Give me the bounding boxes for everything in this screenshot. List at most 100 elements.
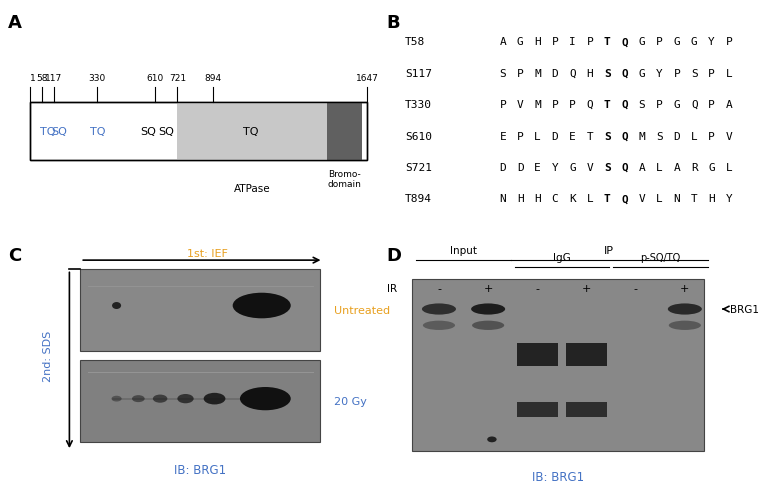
Ellipse shape xyxy=(472,321,504,330)
Text: 721: 721 xyxy=(169,74,186,83)
Text: G: G xyxy=(517,37,523,47)
Text: Q: Q xyxy=(621,69,628,78)
Text: K: K xyxy=(569,194,576,204)
Text: L: L xyxy=(534,131,541,141)
Text: M: M xyxy=(534,100,541,110)
Ellipse shape xyxy=(423,321,455,330)
Bar xyxy=(30,103,367,161)
Text: G: G xyxy=(691,37,698,47)
Text: T: T xyxy=(604,194,611,204)
Ellipse shape xyxy=(178,394,194,404)
Text: L: L xyxy=(726,163,733,173)
Text: G: G xyxy=(569,163,576,173)
Text: P: P xyxy=(673,69,680,78)
Text: Q: Q xyxy=(621,37,628,47)
Text: V: V xyxy=(517,100,523,110)
Text: SQ: SQ xyxy=(158,127,174,137)
Text: H: H xyxy=(517,194,523,204)
Text: ATPase: ATPase xyxy=(234,183,270,193)
Text: 58: 58 xyxy=(36,74,47,83)
Text: L: L xyxy=(656,194,663,204)
Text: -: - xyxy=(535,284,540,293)
Text: C: C xyxy=(552,194,558,204)
Text: IB: BRG1: IB: BRG1 xyxy=(174,463,226,476)
Text: V: V xyxy=(587,163,593,173)
Text: H: H xyxy=(534,37,541,47)
Text: +: + xyxy=(483,284,493,293)
Text: 1647: 1647 xyxy=(356,74,378,83)
Text: G: G xyxy=(638,69,645,78)
Text: Q: Q xyxy=(587,100,593,110)
Text: A: A xyxy=(8,14,22,32)
Text: S: S xyxy=(638,100,645,110)
Text: T: T xyxy=(587,131,593,141)
Text: T: T xyxy=(604,100,611,110)
Text: A: A xyxy=(726,100,733,110)
Text: Input: Input xyxy=(450,246,477,256)
Text: +: + xyxy=(680,284,689,293)
Ellipse shape xyxy=(471,304,505,315)
Text: SQ: SQ xyxy=(52,127,67,137)
Text: P: P xyxy=(708,131,715,141)
Text: T330: T330 xyxy=(405,100,432,110)
Text: N: N xyxy=(673,194,680,204)
Text: p-SQ/TQ: p-SQ/TQ xyxy=(640,253,680,263)
Ellipse shape xyxy=(668,304,702,315)
Text: +: + xyxy=(582,284,591,293)
Bar xyxy=(516,402,558,417)
Text: D: D xyxy=(673,131,680,141)
Bar xyxy=(30,103,367,161)
Ellipse shape xyxy=(204,393,225,405)
Text: Y: Y xyxy=(726,194,733,204)
Text: Y: Y xyxy=(552,163,558,173)
Text: P: P xyxy=(552,37,558,47)
Text: S: S xyxy=(604,163,611,173)
Text: C: C xyxy=(8,247,21,265)
Text: N: N xyxy=(499,194,506,204)
Text: P: P xyxy=(569,100,576,110)
Text: P: P xyxy=(517,69,523,78)
Bar xyxy=(566,343,608,366)
Text: S: S xyxy=(691,69,698,78)
Text: 2nd: SDS: 2nd: SDS xyxy=(42,330,52,381)
Ellipse shape xyxy=(232,293,291,318)
Text: T58: T58 xyxy=(405,37,425,47)
Text: B: B xyxy=(386,15,400,32)
Text: L: L xyxy=(656,163,663,173)
Text: 894: 894 xyxy=(205,74,222,83)
Text: -: - xyxy=(437,284,441,293)
Text: SQ: SQ xyxy=(141,127,157,137)
Text: V: V xyxy=(638,194,645,204)
Text: S: S xyxy=(604,69,611,78)
Text: L: L xyxy=(587,194,593,204)
Text: 610: 610 xyxy=(146,74,164,83)
Text: D: D xyxy=(552,69,558,78)
Text: I: I xyxy=(569,37,576,47)
Text: P: P xyxy=(517,131,523,141)
Text: S: S xyxy=(604,131,611,141)
Bar xyxy=(327,103,361,161)
Text: H: H xyxy=(587,69,593,78)
Text: V: V xyxy=(726,131,733,141)
Text: P: P xyxy=(726,37,733,47)
Text: P: P xyxy=(708,100,715,110)
Text: Y: Y xyxy=(708,37,715,47)
Text: 330: 330 xyxy=(89,74,106,83)
Text: P: P xyxy=(499,100,506,110)
Text: P: P xyxy=(656,37,663,47)
Text: L: L xyxy=(726,69,733,78)
Ellipse shape xyxy=(112,302,121,309)
Text: Y: Y xyxy=(656,69,663,78)
Text: -: - xyxy=(634,284,638,293)
Text: IR: IR xyxy=(388,284,398,293)
Text: H: H xyxy=(708,194,715,204)
Text: IP: IP xyxy=(604,246,615,256)
Text: BRG1: BRG1 xyxy=(730,304,759,315)
Text: E: E xyxy=(569,131,576,141)
Text: 20 Gy: 20 Gy xyxy=(334,396,367,406)
Text: Q: Q xyxy=(621,194,628,204)
Text: 117: 117 xyxy=(45,74,63,83)
Ellipse shape xyxy=(669,321,701,330)
Bar xyxy=(566,402,608,417)
Text: TQ: TQ xyxy=(90,127,105,137)
